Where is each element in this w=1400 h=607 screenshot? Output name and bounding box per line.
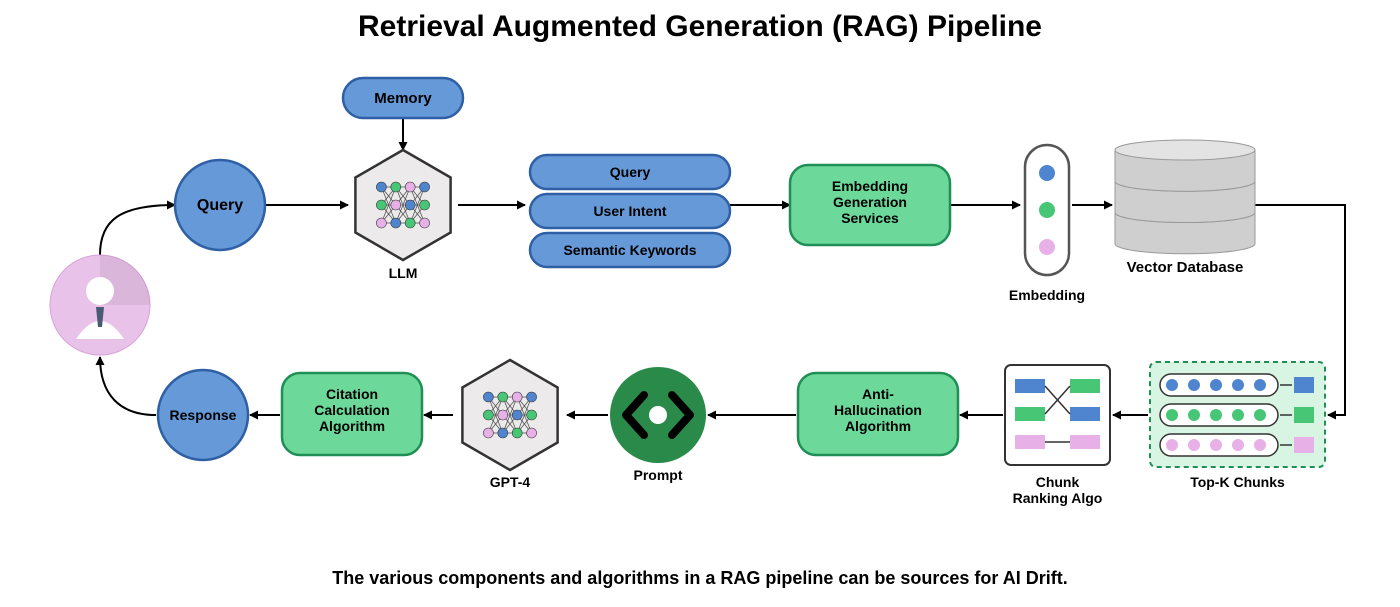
topk-label: Top-K Chunks bbox=[1190, 474, 1285, 490]
memory-label: Memory bbox=[374, 90, 432, 107]
query-label: Query bbox=[197, 197, 243, 214]
query-pill-label: Query bbox=[610, 164, 651, 180]
diagram-canvas: Retrieval Augmented Generation (RAG) Pip… bbox=[0, 0, 1400, 607]
embedding-label: Embedding bbox=[1009, 287, 1085, 303]
edge-response-user bbox=[100, 357, 156, 415]
intent-pill-label: User Intent bbox=[593, 203, 666, 219]
gpt4-label: GPT-4 bbox=[490, 474, 531, 490]
diagram-svg: Memory Query LLM Query User Intent Semantic K… bbox=[0, 0, 1400, 607]
vectordb-label: Vector Database bbox=[1127, 259, 1244, 276]
response-label: Response bbox=[170, 407, 237, 423]
edge-user-query bbox=[100, 205, 175, 255]
keywords-pill-label: Semantic Keywords bbox=[563, 242, 696, 258]
prompt-label: Prompt bbox=[634, 467, 683, 483]
diagram-caption: The various components and algorithms in… bbox=[0, 568, 1400, 589]
embed-svc-label: EmbeddingGenerationServices bbox=[832, 178, 908, 226]
llm-label: LLM bbox=[389, 265, 418, 281]
rank-label: ChunkRanking Algo bbox=[1013, 474, 1103, 506]
